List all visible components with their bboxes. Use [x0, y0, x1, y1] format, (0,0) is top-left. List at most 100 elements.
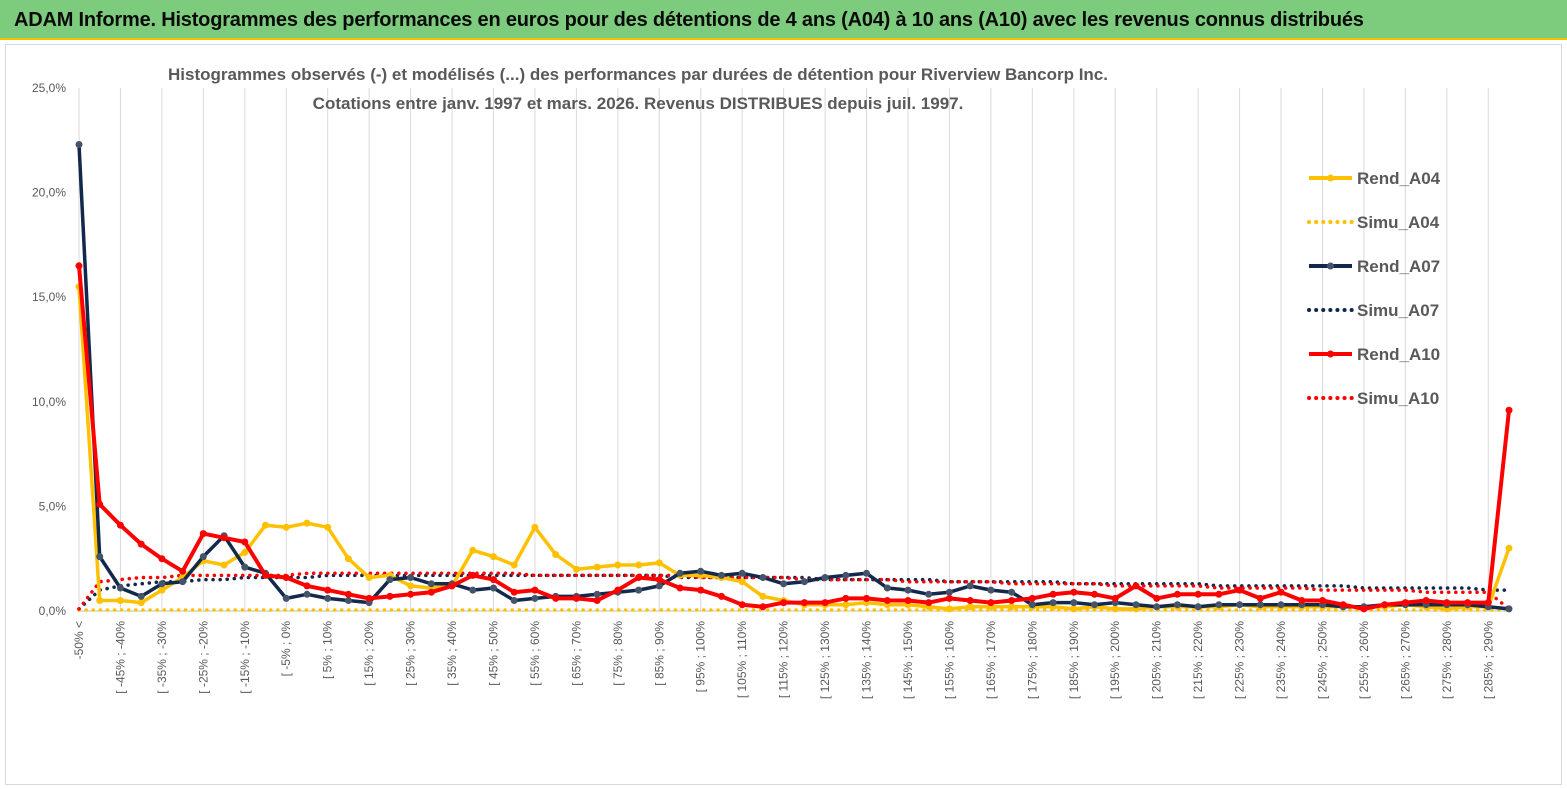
data-point — [75, 262, 83, 270]
data-point — [1008, 588, 1016, 596]
data-point — [593, 590, 601, 598]
data-point — [158, 555, 166, 563]
data-point — [1008, 597, 1016, 604]
data-point — [1111, 605, 1119, 613]
data-point — [137, 599, 145, 607]
data-point — [1049, 599, 1057, 607]
x-tick-label: [ 265% ; 270% — [1398, 621, 1412, 699]
data-point — [945, 588, 953, 596]
data-point — [531, 594, 539, 602]
data-point — [365, 594, 373, 602]
data-point — [427, 580, 435, 588]
data-point — [1194, 590, 1202, 598]
data-point — [1381, 601, 1389, 609]
data-point — [635, 586, 643, 594]
legend-item-rend_a07: Rend_A07 — [1309, 257, 1440, 276]
data-point — [821, 574, 829, 581]
data-point — [1194, 603, 1202, 611]
data-point — [738, 569, 746, 577]
data-point — [1236, 601, 1244, 609]
y-tick-label: 15,0% — [32, 290, 66, 304]
data-point — [842, 594, 850, 602]
data-point — [738, 601, 746, 609]
series-line — [77, 265, 1511, 611]
data-point — [1173, 590, 1181, 598]
data-point — [966, 597, 974, 604]
x-tick-label: [ -5% ; 0% — [279, 621, 293, 677]
data-point — [552, 551, 560, 558]
chart-title: Histogrammes observés (-) et modélisés (… — [168, 65, 1108, 84]
data-point — [344, 590, 352, 598]
data-point — [780, 599, 788, 607]
data-point — [572, 565, 580, 573]
x-tick-label: [ -35% ; -30% — [155, 621, 169, 694]
series-rend_a07 — [75, 141, 1513, 613]
x-tick-label: [ -25% ; -20% — [196, 621, 210, 694]
data-point — [241, 563, 249, 571]
y-tick-label: 0,0% — [39, 604, 67, 618]
data-point — [800, 599, 808, 607]
data-point — [821, 599, 829, 607]
x-tick-label: [ 225% ; 230% — [1233, 621, 1247, 699]
x-tick-label: [ 115% ; 120% — [777, 621, 791, 698]
data-point — [344, 597, 352, 604]
data-point — [966, 603, 974, 611]
x-tick-label: [ 235% ; 240% — [1274, 621, 1288, 699]
x-tick-label: [ 175% ; 180% — [1025, 621, 1039, 699]
data-point — [469, 546, 477, 554]
data-point — [1070, 588, 1078, 596]
data-point — [1443, 599, 1451, 607]
data-point — [386, 576, 394, 584]
legend-marker — [1327, 174, 1334, 182]
data-point — [1153, 603, 1161, 611]
data-point — [241, 548, 249, 556]
data-point — [676, 569, 684, 577]
data-point — [1028, 601, 1036, 609]
series-rend_a10 — [75, 262, 1513, 613]
data-point — [490, 576, 497, 584]
y-tick-label: 20,0% — [32, 186, 66, 200]
data-point — [800, 578, 808, 586]
data-point — [863, 594, 870, 602]
series-rend_a04 — [75, 283, 1513, 613]
data-point — [738, 578, 746, 586]
data-point — [96, 597, 104, 604]
x-tick-label: [ 255% ; 260% — [1357, 621, 1371, 699]
data-point — [75, 141, 83, 148]
data-point — [1173, 601, 1181, 609]
x-tick-label: [ -45% ; -40% — [113, 621, 127, 694]
legend-label: Simu_A04 — [1357, 213, 1440, 232]
data-point — [1484, 599, 1492, 607]
data-point — [552, 594, 560, 602]
data-point — [96, 500, 104, 508]
x-tick-label: [ -15% ; -10% — [238, 621, 252, 694]
series-layer — [75, 141, 1513, 613]
data-point — [697, 567, 705, 575]
data-point — [324, 586, 332, 594]
data-point — [759, 592, 767, 600]
data-point — [1505, 544, 1513, 552]
data-point — [1277, 588, 1285, 596]
data-point — [158, 586, 166, 594]
data-point — [1111, 594, 1119, 602]
data-point — [448, 582, 456, 590]
data-point — [510, 561, 518, 569]
data-point — [1505, 406, 1513, 414]
x-tick-label: [ 5% ; 10% — [321, 621, 335, 679]
data-point — [137, 592, 145, 600]
data-point — [1256, 594, 1264, 602]
data-point — [1215, 590, 1223, 598]
grid-layer — [78, 88, 1489, 611]
data-point — [324, 594, 332, 602]
data-point — [282, 594, 290, 602]
x-tick-label: [ 95% ; 100% — [694, 621, 708, 693]
data-point — [241, 538, 249, 546]
data-point — [1049, 590, 1057, 598]
legend-item-rend_a10: Rend_A10 — [1309, 345, 1440, 364]
data-point — [635, 574, 643, 581]
data-point — [1153, 594, 1161, 602]
chart-frame — [5, 44, 1562, 785]
series-simu_a07 — [77, 573, 1511, 611]
data-point — [759, 574, 767, 581]
